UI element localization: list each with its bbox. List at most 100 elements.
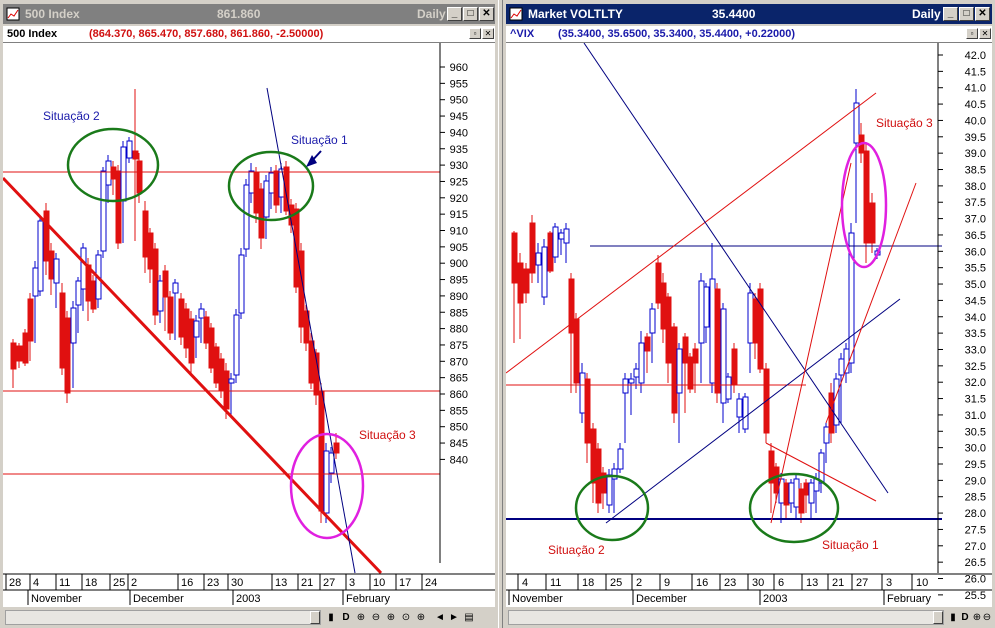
target-icon[interactable]: ⊕ bbox=[416, 612, 426, 623]
candle-body-down bbox=[183, 308, 190, 349]
y-tick-label: 40.5 bbox=[965, 99, 986, 111]
zoom-in-icon[interactable]: ⊕ bbox=[356, 612, 366, 623]
close-pane-button[interactable]: ✕ bbox=[979, 28, 991, 39]
candle-body-down bbox=[692, 348, 699, 364]
window-title: Market VOLTLTY bbox=[528, 7, 623, 21]
candle-body-up bbox=[633, 368, 640, 378]
candle-body-down bbox=[48, 250, 55, 280]
window-splitter[interactable] bbox=[498, 0, 503, 628]
candle-body-up bbox=[676, 348, 683, 394]
y-tick-label: 885 bbox=[450, 307, 468, 319]
candle-body-up bbox=[628, 378, 635, 384]
rising-channel-top bbox=[506, 92, 877, 374]
grid-icon[interactable]: ▤ bbox=[464, 612, 474, 623]
y-tick-label: 945 bbox=[450, 111, 468, 123]
minimize-button[interactable]: _ bbox=[943, 7, 958, 21]
x-tick-label: 16 bbox=[696, 577, 708, 589]
crosshair-icon[interactable]: ⊕ bbox=[386, 612, 396, 623]
candle-body-down bbox=[687, 356, 694, 390]
y-tick-label: 25.5 bbox=[965, 590, 986, 602]
maximize-button[interactable]: □ bbox=[463, 7, 478, 21]
y-tick-label: 905 bbox=[450, 242, 468, 254]
candle-body-down bbox=[682, 336, 689, 364]
candle-body-up bbox=[818, 452, 825, 484]
month-label: December bbox=[636, 593, 687, 605]
y-tick-label: 38.0 bbox=[965, 181, 986, 193]
restore-pane-button[interactable]: ▫ bbox=[469, 28, 481, 39]
scroll-thumb[interactable] bbox=[933, 611, 943, 624]
candle-body-down bbox=[142, 210, 149, 258]
candle-body-up bbox=[793, 478, 800, 508]
zoom-out-icon[interactable]: ⊖ bbox=[371, 612, 381, 623]
candle-body-down bbox=[671, 326, 678, 414]
y-tick-label: 30.0 bbox=[965, 443, 986, 455]
chart-app-icon bbox=[6, 7, 20, 21]
y-tick-label: 32.0 bbox=[965, 377, 986, 389]
y-tick-label: 910 bbox=[450, 226, 468, 238]
candle-body-down bbox=[568, 278, 575, 334]
draw-icon[interactable]: ⊙ bbox=[401, 612, 411, 623]
candle-body-down bbox=[64, 317, 71, 394]
y-tick-label: 32.5 bbox=[965, 361, 986, 373]
month-label: February bbox=[887, 593, 932, 605]
y-tick-label: 41.5 bbox=[965, 66, 986, 78]
zoom-in-icon[interactable]: ⊕ bbox=[972, 612, 982, 623]
candle-body-down bbox=[283, 166, 290, 212]
restore-pane-button[interactable]: ▫ bbox=[966, 28, 978, 39]
zoom-out-icon[interactable]: ⊖ bbox=[982, 612, 992, 623]
period-d-button[interactable]: D bbox=[961, 612, 969, 623]
candle-body-up bbox=[838, 358, 845, 376]
x-tick-label: 3 bbox=[886, 577, 892, 589]
close-button[interactable]: ✕ bbox=[975, 7, 990, 21]
zoom-slider-icon[interactable]: ▮ bbox=[950, 612, 956, 623]
situacao-1-circle bbox=[748, 472, 840, 544]
y-tick-label: 925 bbox=[450, 176, 468, 188]
sp500-candlestick-chart: Situação 2 Situação 1 Situação 3 960 955 950… bbox=[3, 43, 495, 605]
candle-body-down bbox=[115, 170, 122, 244]
horizontal-scrollbar[interactable] bbox=[508, 610, 944, 625]
scroll-left-icon[interactable]: ◄ bbox=[435, 612, 445, 623]
scroll-right-icon[interactable]: ► bbox=[449, 612, 459, 623]
left-title-bar[interactable]: 500 Index 861.860 Daily _ □ ✕ bbox=[3, 4, 495, 24]
annotation-label: Situação 2 bbox=[43, 109, 100, 123]
candle-body-down bbox=[333, 442, 340, 454]
x-tick-label: 18 bbox=[85, 577, 97, 589]
candle-body-down bbox=[213, 346, 220, 384]
right-chart-area[interactable]: Situação 3 Situação 2 Situação 1 42.0 41.5 4… bbox=[506, 43, 992, 607]
right-title-bar[interactable]: Market VOLTLTY 35.4400 Daily _ □ ✕ bbox=[506, 4, 992, 24]
x-tick-label: 2 bbox=[131, 577, 137, 589]
annotation-label: Situação 3 bbox=[359, 428, 416, 442]
horizontal-scrollbar[interactable] bbox=[5, 610, 321, 625]
x-tick-label: 25 bbox=[113, 577, 125, 589]
candle-body-up bbox=[323, 450, 330, 514]
minimize-button[interactable]: _ bbox=[447, 7, 462, 21]
maximize-button[interactable]: □ bbox=[959, 7, 974, 21]
candle-body-down bbox=[90, 280, 97, 310]
scroll-thumb[interactable] bbox=[310, 611, 320, 624]
x-tick-label: 17 bbox=[399, 577, 411, 589]
zoom-slider-icon[interactable]: ▮ bbox=[328, 612, 334, 623]
candle-body-down bbox=[869, 202, 876, 244]
candle-body-down bbox=[731, 348, 738, 386]
candle-body-down bbox=[16, 345, 23, 362]
last-price: 861.860 bbox=[217, 7, 261, 21]
close-button[interactable]: ✕ bbox=[479, 7, 494, 21]
candle-body-down bbox=[223, 370, 230, 410]
vix-candlestick-chart: Situação 3 Situação 2 Situação 1 42.0 41.5 4… bbox=[506, 43, 992, 607]
candle-body-up bbox=[70, 307, 77, 344]
y-tick-label: 880 bbox=[450, 324, 468, 336]
x-tick-label: 13 bbox=[806, 577, 818, 589]
sp500-chart-window[interactable]: 500 Index 861.860 Daily _ □ ✕ 500 Index … bbox=[0, 0, 498, 628]
y-tick-label: 865 bbox=[450, 373, 468, 385]
left-chart-area[interactable]: Situação 2 Situação 1 Situação 3 960 955 950… bbox=[3, 43, 495, 607]
period-d-button[interactable]: D bbox=[342, 612, 350, 623]
close-pane-button[interactable]: ✕ bbox=[482, 28, 494, 39]
candle-body-down bbox=[783, 482, 790, 506]
candle-body-up bbox=[788, 482, 795, 504]
vix-chart-window[interactable]: Market VOLTLTY 35.4400 Daily _ □ ✕ ^VIX … bbox=[503, 0, 995, 628]
y-tick-label: 33.5 bbox=[965, 328, 986, 340]
y-tick-label: 955 bbox=[450, 78, 468, 90]
candle-body-down bbox=[178, 298, 185, 338]
candle-body-up bbox=[100, 170, 107, 252]
candle-body-down bbox=[803, 482, 810, 496]
